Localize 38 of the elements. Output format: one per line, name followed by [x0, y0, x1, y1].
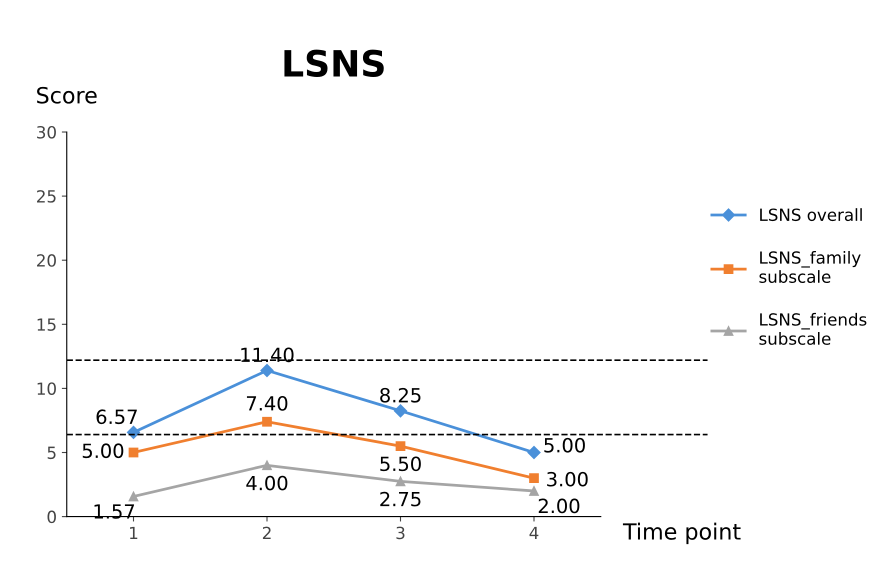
legend-label: LSNS_family subscale: [759, 250, 861, 283]
y-tick-label: 0: [48, 510, 56, 524]
point: [394, 404, 408, 418]
data-label: 2.75: [380, 492, 420, 506]
data-label: 5.00: [544, 438, 585, 453]
y-tick-label: 5: [48, 446, 56, 460]
data-label: 2.00: [538, 498, 580, 514]
x-axis-title: Time point: [622, 522, 741, 544]
x-tick-label: 4: [530, 526, 538, 539]
legend-label: LSNS_friends subscale: [759, 312, 866, 345]
x-tick-label: 2: [262, 526, 271, 539]
y-tick-label: 10: [38, 382, 56, 395]
x-tick-label: 1: [130, 526, 138, 539]
data-label: 5.00: [82, 443, 124, 458]
legend-label: LSNS overall: [760, 208, 862, 222]
y-tick-label: 25: [37, 190, 56, 203]
point: [396, 441, 406, 451]
point: [128, 448, 138, 458]
y-tick-label: 15: [38, 318, 56, 331]
point: [527, 446, 541, 460]
data-label: 3.00: [547, 472, 588, 487]
data-label: 4.00: [246, 476, 288, 490]
data-label: 5.50: [380, 456, 421, 472]
y-tick-label: 20: [37, 254, 56, 267]
data-label: 7.40: [246, 396, 288, 411]
y-axis-title: Score: [37, 86, 97, 104]
chart-title: LSNS: [284, 50, 384, 77]
point: [396, 476, 406, 486]
data-label: 8.25: [380, 388, 420, 403]
point: [529, 473, 539, 484]
point: [262, 416, 272, 427]
point: [128, 492, 138, 502]
data-label: 6.57: [96, 409, 137, 424]
y-tick-label: 30: [37, 126, 56, 139]
x-tick-label: 3: [396, 526, 404, 540]
point: [529, 486, 539, 496]
point: [262, 460, 272, 470]
point: [260, 364, 274, 378]
